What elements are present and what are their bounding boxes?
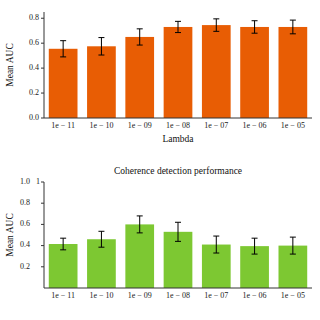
- error-bar: [213, 19, 219, 31]
- y-tick-label: 1.0: [20, 177, 30, 186]
- y-tick-label: 0.4: [20, 240, 30, 249]
- bar: [279, 27, 308, 118]
- x-tick-label: 1e − 08: [166, 291, 190, 300]
- error-bar: [175, 222, 181, 241]
- bar: [125, 224, 154, 288]
- x-tick-label: 1e − 07: [204, 291, 228, 300]
- error-bar: [252, 238, 258, 254]
- bar: [240, 27, 269, 118]
- y-axis: [44, 182, 45, 288]
- x-tick-label: 1e − 10: [89, 121, 113, 130]
- bar: [164, 27, 193, 118]
- y-tick-label: 0.8: [29, 13, 39, 22]
- bar: [87, 46, 116, 118]
- x-tick-label: 1e − 11: [51, 291, 75, 300]
- y-tick-label: 0.6: [29, 38, 39, 47]
- x-tick-label: 1e − 09: [128, 121, 152, 130]
- x-tick-label: 1e − 09: [128, 291, 152, 300]
- plot-area: [49, 216, 307, 288]
- y-tick-label: 0.8: [20, 198, 30, 207]
- x-axis: [44, 118, 312, 119]
- panel: 0.0 0.2 0.4 0.6 0.8 1e − 11 1e − 10 1e − 09 1e −…: [5, 12, 312, 144]
- x-tick-label: 1e − 06: [243, 291, 267, 300]
- bar: [202, 25, 231, 118]
- bar: [125, 37, 154, 118]
- y-axis: [44, 12, 45, 118]
- error-bar: [137, 29, 143, 45]
- y-tick-label: 0.0: [29, 113, 39, 122]
- y-tick-label: 0.2: [29, 88, 39, 97]
- error-bar: [252, 21, 258, 33]
- error-bar: [60, 41, 66, 57]
- bar: [49, 49, 78, 118]
- x-tick-label: 1e − 06: [243, 121, 267, 130]
- y-axis-label: Mean AUC: [5, 43, 15, 87]
- error-bar: [290, 20, 296, 34]
- y-tick-label: 0.2: [20, 262, 30, 271]
- panel: 0.2 0.4 0.6 0.8 1.0 1e − 11 1e − 10 1e − 09 1e −…: [5, 166, 312, 300]
- plot-area: [49, 19, 307, 118]
- x-axis: [44, 288, 312, 289]
- y-axis-label: Mean AUC: [5, 213, 15, 257]
- error-bar: [60, 238, 66, 250]
- error-bar: [175, 21, 181, 32]
- x-tick-label: 1e − 11: [51, 121, 75, 130]
- x-tick-label: 1e − 05: [281, 291, 305, 300]
- annotation: 1: [36, 177, 40, 186]
- bar: [49, 244, 78, 288]
- x-tick-label: 1e − 10: [89, 291, 113, 300]
- error-bar: [98, 231, 104, 247]
- error-bar: [137, 216, 143, 233]
- x-tick-label: 1e − 08: [166, 121, 190, 130]
- y-tick-label: 0.6: [20, 219, 30, 228]
- y-tick-label: 0.4: [29, 63, 39, 72]
- error-bar: [290, 237, 296, 254]
- x-tick-label: 1e − 07: [204, 121, 228, 130]
- x-axis-label: Lambda: [162, 134, 194, 144]
- x-tick-label: 1e − 05: [281, 121, 305, 130]
- chart-title: Coherence detection performance: [114, 166, 242, 176]
- chart-svg: 0.0 0.2 0.4 0.6 0.8 1e − 11 1e − 10 1e − 09 1e −…: [0, 0, 320, 320]
- error-bar: [98, 38, 104, 55]
- error-bar: [213, 236, 219, 253]
